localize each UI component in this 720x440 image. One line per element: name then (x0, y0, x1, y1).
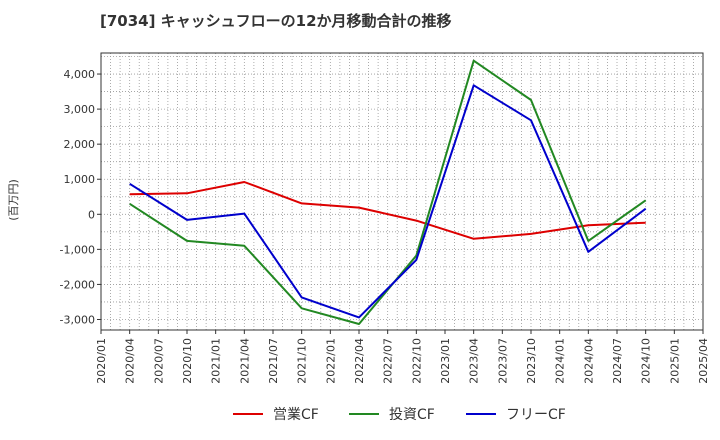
x-ticks: 2020/01 2020/04 2020/07 2020/10 2021/01 2021/… (95, 330, 710, 384)
y-tick-label: 2,000 (64, 138, 96, 151)
y-tick-label: 1,000 (64, 173, 96, 186)
axes (100, 52, 704, 331)
x-tick-label: 2021/10 (296, 338, 309, 384)
plot-area (101, 53, 703, 330)
x-tick-label: 2021/07 (267, 338, 280, 384)
y-tick-label: -2,000 (60, 278, 95, 291)
series-lines (129, 59, 647, 325)
series-line-営業CF (129, 181, 646, 240)
x-tick-label: 2025/01 (668, 338, 681, 384)
x-tick-label: 2020/01 (95, 338, 108, 384)
y-tick-label: 4,000 (64, 68, 96, 81)
x-tick-label: 2024/10 (640, 338, 653, 384)
x-tick-label: 2023/01 (439, 338, 452, 384)
chart-title: [7034] キャッシュフローの12か月移動合計の推移 (100, 12, 452, 30)
x-tick-label: 2024/07 (611, 338, 624, 384)
x-tick-label: 2024/01 (554, 338, 567, 384)
legend-label: 営業CF (273, 407, 319, 423)
x-tick-label: 2022/04 (353, 338, 366, 384)
x-tick-label: 2020/10 (181, 338, 194, 384)
x-tick-label: 2021/04 (238, 338, 251, 384)
plot-frame (100, 52, 704, 331)
series-line-フリーCF (129, 84, 647, 319)
x-tick-label: 2020/04 (124, 338, 137, 384)
legend-label: フリーCF (506, 407, 566, 423)
x-tick-label: 2022/10 (410, 338, 423, 384)
y-tick-label: -1,000 (60, 243, 95, 256)
x-tick-label: 2023/07 (496, 338, 509, 384)
x-tick-label: 2024/04 (582, 338, 595, 384)
legend: 営業CF 投資CF フリーCF (233, 407, 566, 423)
y-tick-label: 0 (88, 208, 95, 221)
x-tick-label: 2025/04 (697, 338, 710, 384)
y-tick-label: -3,000 (60, 313, 95, 326)
x-tick-label: 2023/04 (468, 338, 481, 384)
x-tick-label: 2023/10 (525, 338, 538, 384)
x-tick-label: 2022/01 (324, 338, 337, 384)
legend-label: 投資CF (389, 407, 435, 423)
y-tick-label: 3,000 (64, 103, 96, 116)
x-tick-label: 2020/07 (152, 338, 165, 384)
y-ticks: 4,000 3,000 2,000 1,000 0 -1,000 -2,000 -3,000 (60, 68, 101, 326)
x-tick-label: 2021/01 (210, 338, 223, 384)
x-tick-label: 2022/07 (382, 338, 395, 384)
grid (101, 53, 703, 330)
y-axis-label: (百万円) (7, 179, 20, 221)
